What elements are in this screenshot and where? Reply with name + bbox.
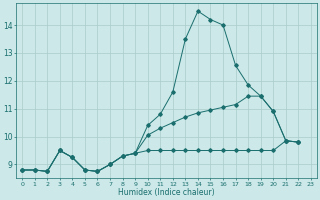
X-axis label: Humidex (Indice chaleur): Humidex (Indice chaleur) (118, 188, 215, 197)
